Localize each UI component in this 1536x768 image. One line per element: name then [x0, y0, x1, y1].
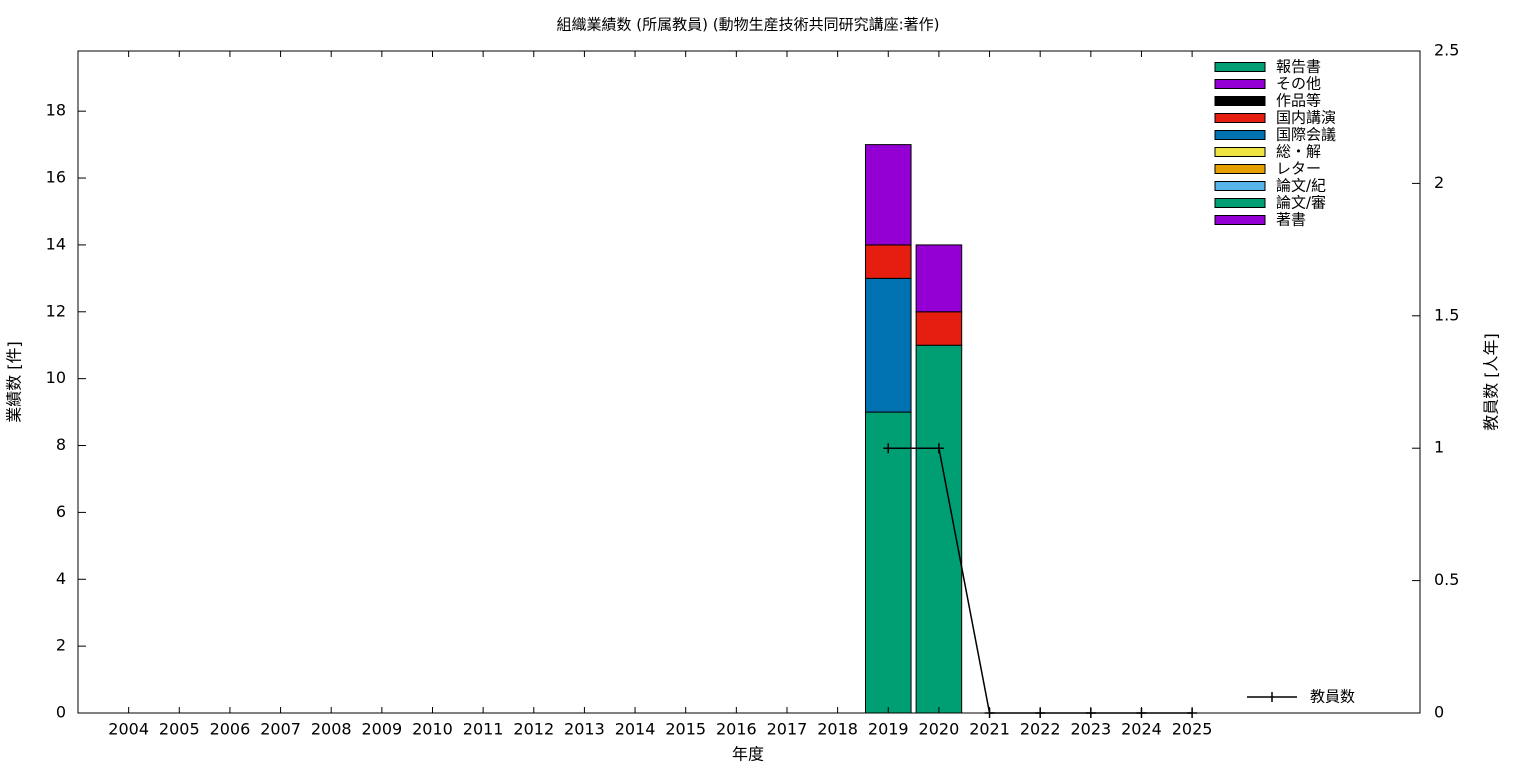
legend-swatch — [1214, 113, 1266, 123]
x-tick-label: 2005 — [159, 720, 200, 739]
plot-frame — [77, 50, 1421, 714]
x-tick-label: 2022 — [1020, 720, 1061, 739]
y2-tick-label: 0 — [1434, 703, 1444, 722]
legend-swatch — [1214, 215, 1266, 225]
x-tick-label: 2021 — [969, 720, 1010, 739]
x-tick-label: 2015 — [665, 720, 706, 739]
legend-label: 国内講演 — [1276, 109, 1336, 127]
x-tick-label: 2008 — [311, 720, 352, 739]
legend-swatch — [1214, 79, 1266, 89]
legend-swatch — [1214, 198, 1266, 208]
legend-swatch — [1214, 164, 1266, 174]
x-tick-label: 2024 — [1121, 720, 1162, 739]
bar-segment — [915, 244, 963, 313]
legend-label: 教員数 — [1310, 688, 1355, 706]
legend-swatch — [1214, 96, 1266, 106]
x-tick-label: 2023 — [1070, 720, 1111, 739]
legend-swatch — [1214, 130, 1266, 140]
bar-segment — [864, 411, 912, 714]
x-tick-label: 2009 — [361, 720, 402, 739]
x-tick-label: 2010 — [412, 720, 453, 739]
legend-label: 国際会議 — [1276, 126, 1336, 144]
legend-label: 報告書 — [1276, 58, 1321, 76]
x-tick-label: 2025 — [1172, 720, 1213, 739]
x-tick-label: 2006 — [210, 720, 251, 739]
x-tick-label: 2014 — [615, 720, 656, 739]
legend-label: 作品等 — [1276, 92, 1321, 110]
y-tick-label: 4 — [56, 569, 66, 588]
y2-tick-label: 2 — [1434, 173, 1444, 192]
chart-title: 組織業績数 (所属教員) (動物生産技術共同研究講座:著作) — [556, 16, 939, 34]
legend-label: 論文/審 — [1276, 194, 1326, 212]
x-tick-label: 2007 — [260, 720, 301, 739]
y-axis-label: 業績数 [件] — [5, 341, 24, 423]
y-tick-label: 2 — [56, 636, 66, 655]
x-tick-label: 2004 — [108, 720, 149, 739]
y-tick-label: 6 — [56, 502, 66, 521]
x-tick-label: 2016 — [716, 720, 757, 739]
bar-segment — [864, 277, 912, 413]
x-tick-label: 2018 — [817, 720, 858, 739]
y2-tick-label: 1.5 — [1434, 305, 1459, 324]
legend-label: レター — [1276, 160, 1321, 178]
x-tick-label: 2012 — [513, 720, 554, 739]
legend-label: 論文/紀 — [1276, 177, 1326, 195]
legend-label: その他 — [1276, 75, 1321, 93]
x-tick-label: 2013 — [564, 720, 605, 739]
y-tick-label: 8 — [56, 435, 66, 454]
x-tick-label: 2019 — [868, 720, 909, 739]
y-tick-label: 12 — [46, 301, 66, 320]
y-tick-label: 16 — [46, 168, 66, 187]
y2-axis-label: 教員数 [人年] — [1482, 333, 1501, 431]
x-axis-label: 年度 — [732, 745, 764, 764]
legend-swatch — [1214, 62, 1266, 72]
bar-segment — [864, 144, 912, 246]
bar-segment — [915, 311, 963, 346]
y-tick-label: 18 — [46, 101, 66, 120]
legend-swatch — [1214, 181, 1266, 191]
y2-tick-label: 0.5 — [1434, 570, 1459, 589]
x-tick-label: 2011 — [463, 720, 504, 739]
legend-swatch — [1214, 147, 1266, 157]
y-tick-label: 14 — [46, 234, 66, 253]
legend-label: 著書 — [1276, 211, 1306, 229]
legend-label: 総・解 — [1276, 143, 1321, 161]
legend-line — [1247, 692, 1297, 702]
x-tick-label: 2017 — [767, 720, 808, 739]
y2-tick-label: 2.5 — [1434, 41, 1459, 60]
y-tick-label: 0 — [56, 703, 66, 722]
x-tick-label: 2020 — [919, 720, 960, 739]
bar-segment — [864, 244, 912, 279]
y-tick-label: 10 — [46, 368, 66, 387]
y2-tick-label: 1 — [1434, 438, 1444, 457]
